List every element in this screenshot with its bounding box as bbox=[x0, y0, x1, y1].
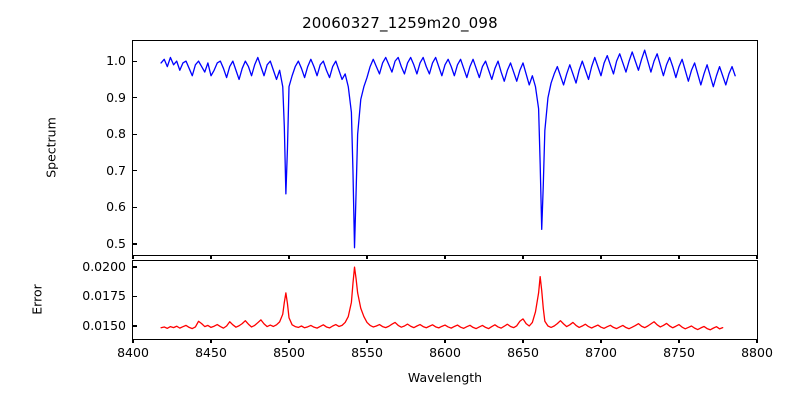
x-tick-label: 8450 bbox=[195, 345, 227, 360]
spectrum-y-tick-mark bbox=[133, 206, 137, 209]
spectrum-y-tick-mark bbox=[133, 60, 137, 62]
error-line bbox=[161, 267, 723, 330]
error-panel: 0.0150 0.0175 0.0200 8400 8450 8500 8550 8600 86… bbox=[82, 259, 773, 360]
error-plot-area bbox=[133, 261, 757, 339]
x-tick-label: 8400 bbox=[117, 345, 149, 360]
x-tick-label: 8800 bbox=[741, 345, 773, 360]
spectrum-x-tick-mark bbox=[210, 255, 212, 259]
spectrum-y-tick-label: 0.6 bbox=[106, 199, 126, 215]
spectrum-x-tick-mark bbox=[288, 255, 290, 259]
spectrum-y-axis-label: Spectrum bbox=[43, 117, 59, 178]
chart-title: 20060327_1259m20_098 bbox=[302, 14, 498, 32]
error-y-tick-mark bbox=[133, 325, 137, 327]
spectrum-panel: 0.5 0.6 0.7 0.8 0.9 1.0 bbox=[106, 40, 758, 259]
spectrum-y-tick-label: 1.0 bbox=[106, 53, 126, 69]
spectrum-y-tick-label: 0.9 bbox=[106, 89, 126, 105]
error-x-tick-mark bbox=[756, 339, 758, 343]
error-y-tick-mark bbox=[133, 266, 137, 268]
spectrum-y-tick-mark bbox=[133, 133, 137, 135]
spectrum-y-tick-label: 0.5 bbox=[106, 236, 126, 252]
spectrum-x-tick-mark bbox=[444, 255, 446, 259]
spectrum-x-tick-mark bbox=[366, 255, 368, 259]
x-tick-label: 8650 bbox=[507, 345, 539, 360]
error-x-tick-mark bbox=[366, 339, 368, 343]
error-y-tick-label: 0.0200 bbox=[82, 258, 126, 274]
spectrum-y-tick-mark bbox=[133, 243, 137, 245]
error-y-tick-label: 0.0150 bbox=[82, 318, 126, 333]
spectrum-y-tick-label: 0.8 bbox=[106, 126, 126, 142]
x-axis-label: Wavelength bbox=[407, 370, 483, 385]
x-tick-label: 8550 bbox=[351, 345, 383, 360]
spectrum-y-tick-mark bbox=[133, 170, 137, 172]
error-y-axis-label: Error bbox=[29, 284, 45, 315]
error-x-tick-mark bbox=[210, 339, 212, 343]
spectrum-y-tick-label: 0.7 bbox=[106, 162, 126, 178]
error-x-tick-mark bbox=[600, 339, 602, 343]
x-tick-label: 8750 bbox=[663, 345, 695, 360]
x-tick-label: 8600 bbox=[429, 345, 461, 360]
error-y-tick-label: 0.0175 bbox=[82, 288, 126, 304]
spectrum-x-tick-mark bbox=[522, 255, 524, 259]
error-x-tick-mark bbox=[522, 339, 524, 343]
spectrum-line bbox=[161, 50, 735, 248]
x-tick-label: 8700 bbox=[585, 345, 617, 360]
error-x-tick-mark bbox=[132, 339, 134, 343]
spectrum-plot-area bbox=[133, 41, 757, 255]
x-tick-label: 8500 bbox=[273, 345, 305, 360]
spectrum-x-tick-mark bbox=[756, 255, 758, 259]
error-x-tick-mark bbox=[288, 339, 290, 343]
spectrum-x-tick-mark bbox=[678, 255, 680, 259]
error-y-tick-mark bbox=[133, 295, 137, 298]
error-x-tick-mark bbox=[444, 339, 446, 343]
spectrum-x-tick-mark bbox=[600, 255, 602, 259]
spectrum-x-tick-mark bbox=[132, 255, 134, 259]
error-x-tick-mark bbox=[678, 339, 680, 343]
spectrum-y-tick-mark bbox=[133, 97, 137, 99]
